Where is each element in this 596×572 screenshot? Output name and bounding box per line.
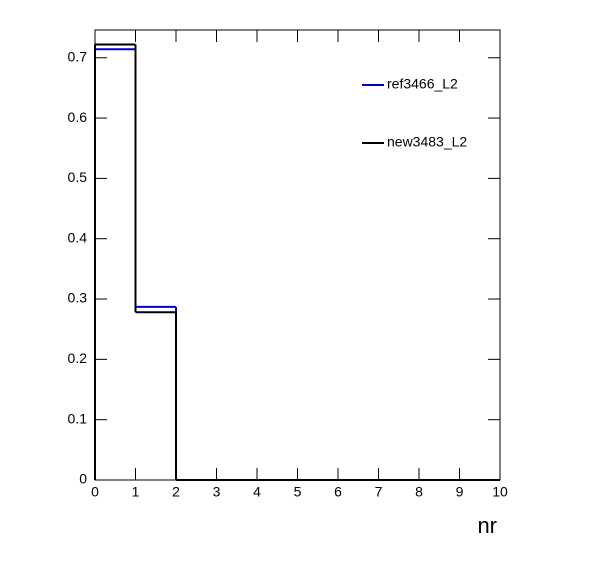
x-tick-label: 0: [91, 484, 99, 500]
x-tick-label: 3: [213, 484, 221, 500]
x-tick-label: 10: [492, 484, 508, 500]
y-tick-label: 0.4: [68, 229, 88, 245]
y-tick-label: 0.6: [68, 109, 88, 125]
y-tick-label: 0.2: [68, 350, 88, 366]
x-tick-label: 5: [294, 484, 302, 500]
x-tick-label: 6: [334, 484, 342, 500]
legend-label: ref3466_L2: [387, 76, 458, 92]
y-tick-label: 0.3: [68, 290, 88, 306]
x-tick-label: 8: [415, 484, 423, 500]
x-tick-label: 1: [132, 484, 140, 500]
x-tick-label: 4: [253, 484, 261, 500]
y-tick-label: 0.1: [68, 410, 88, 426]
x-tick-label: 2: [172, 484, 180, 500]
x-tick-label: 7: [375, 484, 383, 500]
y-tick-label: 0: [79, 471, 87, 487]
legend-label: new3483_L2: [387, 134, 467, 150]
y-tick-label: 0.5: [68, 169, 88, 185]
y-tick-label: 0.7: [68, 48, 88, 64]
x-tick-label: 9: [456, 484, 464, 500]
x-axis-label: nr: [477, 513, 497, 538]
